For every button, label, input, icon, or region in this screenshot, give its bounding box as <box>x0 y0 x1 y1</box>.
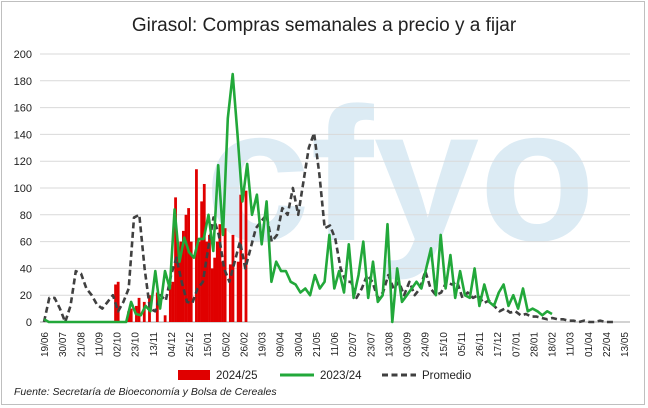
x-tick-label: 05/02 <box>221 332 232 357</box>
x-tick-label: 15/01 <box>203 332 214 357</box>
bar-2024-25 <box>184 214 188 322</box>
x-tick-label: 19/03 <box>258 332 269 357</box>
bar-2024-25 <box>142 301 146 322</box>
x-tick-label: 25/12 <box>185 332 196 357</box>
bar-2024-25 <box>202 183 206 322</box>
y-tick-label: 160 <box>14 103 32 115</box>
x-tick-label: 23/07 <box>366 332 377 357</box>
bar-2024-25 <box>168 284 172 322</box>
x-tick-label: 19/06 <box>40 332 51 357</box>
x-tick-label: 04/12 <box>167 332 178 357</box>
bar-2024-25 <box>205 241 209 322</box>
x-tick-label: 28/01 <box>529 332 540 357</box>
x-tick-label: 11/06 <box>330 332 341 357</box>
bar-2024-25 <box>200 201 204 322</box>
x-tick-label: 13/11 <box>149 332 160 357</box>
bar-2024-25 <box>129 308 133 322</box>
x-tick-label: 02/07 <box>348 332 359 357</box>
bar-2024-25 <box>163 315 167 322</box>
legend-label-2023-24: 2023/24 <box>320 370 362 382</box>
y-tick-label: 180 <box>14 76 32 88</box>
x-tick-label: 13/05 <box>620 332 631 357</box>
bar-2024-25 <box>218 224 222 322</box>
bar-2024-25 <box>208 234 211 322</box>
x-tick-label: 21/05 <box>312 332 323 357</box>
bar-2024-25 <box>213 257 217 322</box>
watermark-layer: cfyo <box>205 69 596 281</box>
bar-2024-25 <box>215 241 219 322</box>
bar-2024-25 <box>210 268 214 322</box>
watermark-logo: cfyo <box>205 69 596 281</box>
bar-2024-25 <box>116 281 120 322</box>
y-tick-label: 200 <box>14 49 32 61</box>
x-tick-label: 07/01 <box>511 332 522 357</box>
bar-2024-25 <box>236 261 240 322</box>
y-tick-label: 40 <box>20 263 32 275</box>
bar-2024-25 <box>155 292 159 322</box>
bar-2024-25 <box>187 208 191 322</box>
x-tick-label: 13/08 <box>384 332 395 357</box>
y-tick-label: 120 <box>14 156 32 168</box>
legend-label-2024-25: 2024/25 <box>216 370 258 382</box>
x-tick-label: 21/08 <box>76 332 87 357</box>
chart-title: Girasol: Compras semanales a precio y a … <box>132 15 517 36</box>
bar-2024-25 <box>223 228 227 322</box>
bar-2024-25 <box>228 264 232 322</box>
x-tick-label: 22/04 <box>602 332 613 357</box>
bar-2024-25 <box>176 248 180 322</box>
x-tick-label: 03/09 <box>403 332 414 357</box>
x-tick-label: 17/12 <box>493 332 504 357</box>
bar-2024-25 <box>239 194 243 322</box>
x-tick-label: 11/03 <box>566 332 577 357</box>
x-tick-label: 01/04 <box>584 332 595 357</box>
x-tick-label: 02/10 <box>113 332 124 357</box>
x-tick-label: 05/11 <box>457 332 468 357</box>
y-tick-label: 100 <box>14 183 32 195</box>
legend-label-promedio: Promedio <box>422 370 471 382</box>
x-tick-label: 18/02 <box>548 332 559 357</box>
x-tick-label: 26/11 <box>475 332 486 357</box>
bar-2024-25 <box>189 241 193 322</box>
x-tick-label: 11/09 <box>94 332 105 357</box>
x-tick-label: 24/09 <box>421 332 432 357</box>
legend-swatch-2024-25 <box>178 370 210 380</box>
x-tick-label: 30/07 <box>58 332 69 357</box>
y-tick-label: 80 <box>20 210 32 222</box>
x-tick-label: 26/02 <box>239 332 250 357</box>
line-2023-24 <box>43 72 553 324</box>
bar-2024-25 <box>244 190 248 322</box>
bar-2024-25 <box>181 230 185 322</box>
bar-2024-25 <box>171 281 175 322</box>
x-tick-label: 15/10 <box>439 332 450 357</box>
bar-2024-25 <box>221 261 224 322</box>
source-note: Fuente: Secretaría de Bioeconomía y Bols… <box>14 386 277 398</box>
y-tick-label: 0 <box>26 317 32 329</box>
legend: 2024/25 2023/24 Promedio <box>178 370 471 382</box>
x-tick-label: 30/04 <box>294 332 305 357</box>
x-tick-label: 09/04 <box>276 332 287 357</box>
y-tick-label: 60 <box>20 237 32 249</box>
bar-2024-25 <box>137 297 141 322</box>
x-axis: 19/06 30/07 21/08 11/09 02/10 23/10 13/11 04/12… <box>40 332 631 357</box>
line-promedio <box>42 131 616 324</box>
y-tick-label: 140 <box>14 129 32 141</box>
y-tick-label: 20 <box>20 290 32 302</box>
bar-2024-25 <box>197 241 201 322</box>
x-tick-label: 23/10 <box>131 332 142 357</box>
bar-2024-25 <box>231 234 235 322</box>
lines <box>42 72 616 324</box>
